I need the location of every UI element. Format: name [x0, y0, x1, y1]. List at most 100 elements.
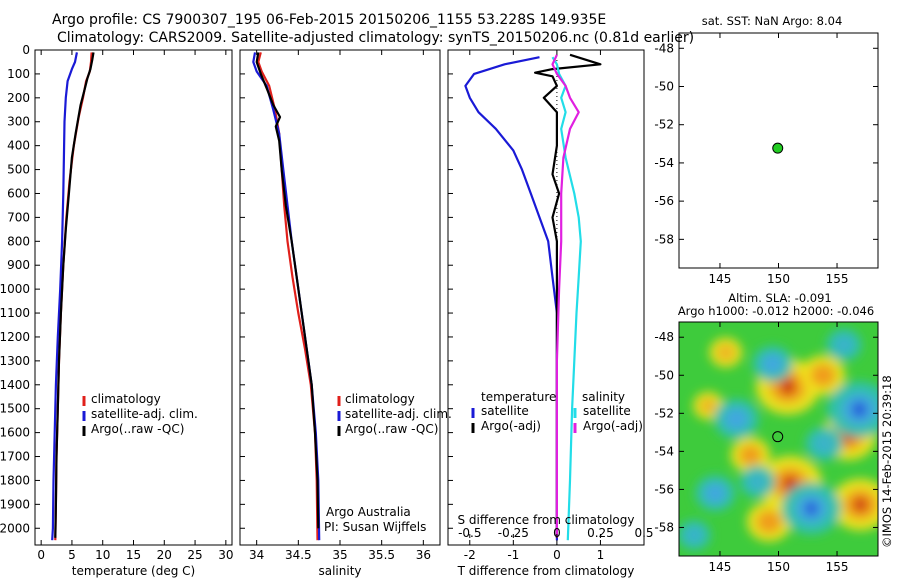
lat-tick-label: -56: [654, 194, 674, 208]
lon-tick-label: 150: [767, 272, 790, 286]
x-tick-label: 35: [332, 548, 347, 562]
plot-frame: [447, 49, 645, 546]
principal-investigator-label: PI: Susan Wijffels: [324, 520, 426, 534]
lat-tick-label: -54: [654, 444, 674, 458]
x-tick-label: 34: [249, 548, 264, 562]
x-tick-label: 36: [416, 548, 431, 562]
figure-title-line-2: Climatology: CARS2009. Satellite-adjuste…: [57, 30, 694, 46]
y-tick-label: 100: [7, 67, 30, 81]
sla-map-title-line-2: Argo h1000: -0.012 h2000: -0.046: [678, 304, 874, 318]
y-tick-label: 500: [7, 163, 30, 177]
salinity-profile-panel: 34 34.5 35 35.5 36 salinity climatologysatelli…: [239, 49, 452, 578]
sla-map-panel: 145 150 155 -48 -50 -52 -54 -56 -58 Altim. SLA: -…: [654, 291, 879, 574]
x-tick-label: 30: [218, 548, 233, 562]
series-line: [464, 56, 559, 541]
x-tick-label: 25: [187, 548, 202, 562]
sst-map-panel: 145 150 155 -48 -50 -52 -54 -56 -58 sat. SST: NaN…: [654, 14, 879, 286]
imos-watermark: ©IMOS 14-Feb-2015 20:39:18: [880, 375, 894, 548]
y-tick-label: 800: [7, 234, 30, 248]
y-tick-label: 1000: [0, 282, 30, 296]
series-line: [257, 52, 319, 541]
sla-anomaly-mid: [747, 473, 768, 491]
sla-anomaly-mid: [810, 364, 836, 387]
sla-anomaly-mid: [761, 353, 784, 374]
lat-tick-label: -52: [654, 118, 674, 132]
x-tick-label: 15: [126, 548, 141, 562]
x-tick-label: -1: [507, 548, 519, 562]
x-tick-label: 35.5: [368, 548, 395, 562]
sla-anomaly-core: [804, 501, 818, 516]
y-tick-label: 1600: [0, 426, 30, 440]
sla-anomaly-mid: [685, 526, 704, 544]
lat-tick-label: -58: [654, 232, 674, 246]
legend-label: satellite: [583, 404, 631, 418]
sla-anomaly-mid: [700, 398, 717, 414]
x-axis-label: salinity: [318, 564, 361, 578]
temperature-profile-panel: 0 5 10 15 20 25 300100200300400500600700800900…: [0, 43, 233, 578]
legend-label: satellite-adj. clim.: [91, 407, 198, 421]
s-axis-tick-label: 0: [553, 526, 561, 540]
legend-header-salinity: salinity: [582, 390, 625, 404]
x-tick-label: 10: [95, 548, 110, 562]
y-tick-label: 1400: [0, 378, 30, 392]
y-tick-label: 1800: [0, 473, 30, 487]
series-line: [51, 52, 78, 541]
legend-label: satellite: [481, 404, 529, 418]
sla-anomaly-core: [780, 378, 795, 395]
figure-title-line-1: Argo profile: CS 7900307_195 06-Feb-2015…: [52, 12, 606, 28]
s-axis-tick-label: 0.5: [634, 526, 653, 540]
lat-tick-label: -56: [654, 482, 674, 496]
lon-tick-label: 145: [709, 560, 732, 574]
legend-label: satellite-adj. clim.: [345, 407, 452, 421]
y-tick-label: 200: [7, 91, 30, 105]
legend-label: Argo(..raw -QC): [91, 422, 184, 436]
y-tick-label: 600: [7, 186, 30, 200]
y-tick-label: 1700: [0, 450, 30, 464]
sla-anomaly-mid: [704, 483, 727, 504]
lon-tick-label: 155: [826, 272, 849, 286]
s-axis-label: S difference from climatology: [458, 513, 635, 527]
x-axis-label: temperature (deg C): [72, 564, 195, 578]
sla-field: [679, 322, 878, 556]
sla-anomaly-mid: [716, 344, 735, 361]
x-tick-label: 34.5: [285, 548, 312, 562]
difference-profile-panel: -2 -1 0 1 T difference from climatology -0.5 -…: [447, 49, 654, 578]
sla-anomaly-mid: [834, 336, 854, 354]
sst-map-title: sat. SST: NaN Argo: 8.04: [702, 14, 843, 28]
x-tick-label: 0: [37, 548, 45, 562]
x-tick-label: 20: [157, 548, 172, 562]
y-tick-label: 2000: [0, 521, 30, 535]
x-tick-label: 1: [597, 548, 605, 562]
series-line: [54, 52, 95, 538]
s-axis-tick-label: -0.5: [458, 526, 481, 540]
lon-tick-label: 145: [709, 272, 732, 286]
x-axis-label: T difference from climatology: [457, 564, 635, 578]
lat-tick-label: -48: [654, 41, 674, 55]
legend-label: climatology: [345, 392, 415, 406]
legend-header-temperature: temperature: [481, 390, 556, 404]
sla-anomaly-mid: [723, 407, 749, 431]
legend-label: Argo(-adj): [583, 419, 643, 433]
y-tick-label: 0: [22, 43, 30, 57]
lon-tick-label: 150: [767, 560, 790, 574]
lat-tick-label: -48: [654, 330, 674, 344]
legend-label: Argo(..raw -QC): [345, 422, 438, 436]
y-tick-label: 1200: [0, 330, 30, 344]
float-owner-label: Argo Australia: [326, 505, 411, 519]
lat-tick-label: -50: [654, 79, 674, 93]
sla-anomaly-core: [852, 401, 867, 418]
y-tick-label: 700: [7, 210, 30, 224]
argo-float-position-marker: [772, 142, 784, 154]
lat-tick-label: -52: [654, 406, 674, 420]
sla-anomaly-mid: [756, 510, 782, 533]
s-axis-tick-label: 0.25: [587, 526, 614, 540]
sla-map-title-line-1: Altim. SLA: -0.091: [728, 291, 832, 305]
lat-tick-label: -50: [654, 368, 674, 382]
y-tick-label: 1100: [0, 306, 30, 320]
lat-tick-label: -54: [654, 156, 674, 170]
y-tick-label: 1900: [0, 497, 30, 511]
sla-blobs: [679, 328, 878, 551]
lat-tick-label: -58: [654, 520, 674, 534]
x-tick-label: 5: [68, 548, 76, 562]
